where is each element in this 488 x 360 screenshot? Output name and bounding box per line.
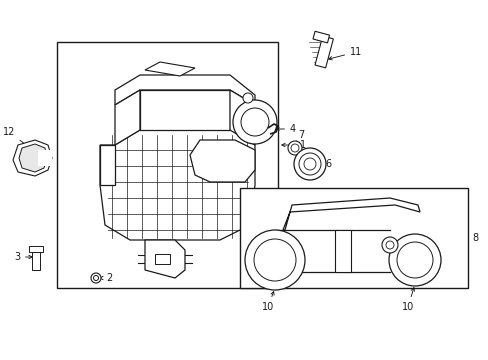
Polygon shape <box>115 75 254 105</box>
Circle shape <box>290 144 298 152</box>
Bar <box>155 254 170 264</box>
Bar <box>334 230 350 272</box>
Circle shape <box>304 158 315 170</box>
Text: 2: 2 <box>100 273 112 283</box>
Circle shape <box>287 141 302 155</box>
Circle shape <box>298 153 320 175</box>
Polygon shape <box>140 90 229 130</box>
Circle shape <box>232 100 276 144</box>
Text: 8: 8 <box>471 233 477 243</box>
Bar <box>38 150 52 166</box>
Text: 3: 3 <box>14 252 32 262</box>
Circle shape <box>381 237 397 253</box>
Circle shape <box>91 273 101 283</box>
Circle shape <box>388 234 440 286</box>
Text: 10: 10 <box>401 288 414 312</box>
Circle shape <box>293 148 325 180</box>
Polygon shape <box>190 140 254 182</box>
Text: 11: 11 <box>328 47 362 60</box>
Polygon shape <box>145 240 184 278</box>
Bar <box>57 42 278 288</box>
Text: 1: 1 <box>281 140 305 150</box>
Polygon shape <box>229 90 254 145</box>
Polygon shape <box>100 130 254 240</box>
Bar <box>314 36 333 68</box>
Polygon shape <box>115 90 140 145</box>
Text: 10: 10 <box>262 292 274 312</box>
Text: 12: 12 <box>2 127 30 148</box>
Circle shape <box>253 239 295 281</box>
Text: 9: 9 <box>393 240 406 250</box>
Circle shape <box>385 241 393 249</box>
Polygon shape <box>13 140 52 176</box>
Text: 4: 4 <box>275 124 296 134</box>
Polygon shape <box>100 145 115 185</box>
Text: 6: 6 <box>313 159 330 169</box>
Bar <box>312 31 329 43</box>
Circle shape <box>241 108 268 136</box>
Bar <box>240 188 467 288</box>
Polygon shape <box>145 62 195 76</box>
Bar <box>29 246 43 252</box>
Circle shape <box>93 275 98 280</box>
Circle shape <box>244 230 305 290</box>
Polygon shape <box>19 144 47 172</box>
Text: 7: 7 <box>296 130 304 145</box>
Circle shape <box>243 93 252 103</box>
Bar <box>32 248 40 270</box>
Text: 5: 5 <box>238 155 254 165</box>
Circle shape <box>396 242 432 278</box>
Polygon shape <box>283 198 419 230</box>
